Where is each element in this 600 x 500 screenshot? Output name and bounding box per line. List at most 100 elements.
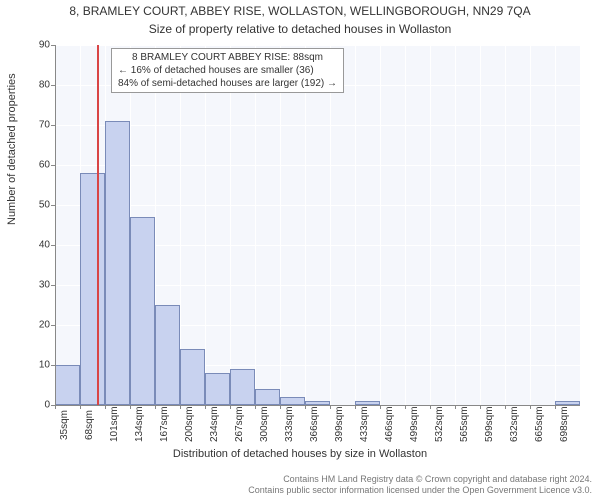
x-tick-mark — [80, 405, 81, 409]
y-tick-mark — [51, 45, 55, 46]
gridline-h — [55, 165, 580, 166]
footer-attribution: Contains HM Land Registry data © Crown c… — [0, 474, 592, 496]
x-tick-label: 532sqm — [434, 410, 445, 442]
gridline-v — [505, 45, 506, 405]
gridline-v — [555, 45, 556, 405]
x-tick-label: 101sqm — [109, 410, 120, 442]
y-tick-label: 20 — [20, 320, 50, 331]
annotation-line: ← 16% of detached houses are smaller (36… — [118, 64, 337, 77]
y-tick-label: 40 — [20, 240, 50, 251]
gridline-h — [55, 125, 580, 126]
chart-title-sub: Size of property relative to detached ho… — [0, 22, 600, 36]
gridline-v — [255, 45, 256, 405]
x-tick-mark — [330, 405, 331, 409]
y-tick-mark — [51, 365, 55, 366]
x-tick-label: 68sqm — [84, 410, 95, 442]
chart-title-main: 8, BRAMLEY COURT, ABBEY RISE, WOLLASTON,… — [0, 4, 600, 18]
x-tick-mark — [255, 405, 256, 409]
gridline-v — [230, 45, 231, 405]
gridline-h — [55, 45, 580, 46]
histogram-bar — [205, 373, 230, 405]
gridline-v — [205, 45, 206, 405]
annotation-line: 8 BRAMLEY COURT ABBEY RISE: 88sqm — [118, 51, 337, 64]
x-tick-mark — [380, 405, 381, 409]
y-tick-label: 30 — [20, 280, 50, 291]
x-tick-label: 134sqm — [134, 410, 145, 442]
y-tick-label: 90 — [20, 40, 50, 51]
x-tick-label: 300sqm — [259, 410, 270, 442]
x-tick-mark — [530, 405, 531, 409]
gridline-h — [55, 205, 580, 206]
y-tick-label: 10 — [20, 360, 50, 371]
gridline-v — [430, 45, 431, 405]
histogram-bar — [255, 389, 280, 405]
x-tick-label: 665sqm — [534, 410, 545, 442]
footer-line-2: Contains public sector information licen… — [0, 485, 592, 496]
property-marker-line — [97, 45, 99, 405]
x-tick-mark — [555, 405, 556, 409]
x-tick-label: 499sqm — [409, 410, 420, 442]
x-tick-label: 333sqm — [284, 410, 295, 442]
gridline-v — [330, 45, 331, 405]
chart-container: 8, BRAMLEY COURT, ABBEY RISE, WOLLASTON,… — [0, 0, 600, 500]
x-tick-mark — [180, 405, 181, 409]
gridline-v — [480, 45, 481, 405]
x-tick-mark — [430, 405, 431, 409]
x-tick-mark — [305, 405, 306, 409]
x-tick-label: 234sqm — [209, 410, 220, 442]
x-tick-mark — [130, 405, 131, 409]
x-tick-mark — [155, 405, 156, 409]
x-tick-label: 565sqm — [459, 410, 470, 442]
y-tick-label: 80 — [20, 80, 50, 91]
histogram-bar — [105, 121, 130, 405]
annotation-box: 8 BRAMLEY COURT ABBEY RISE: 88sqm← 16% o… — [111, 48, 344, 93]
annotation-line: 84% of semi-detached houses are larger (… — [118, 77, 337, 90]
footer-line-1: Contains HM Land Registry data © Crown c… — [0, 474, 592, 485]
x-tick-label: 366sqm — [309, 410, 320, 442]
y-tick-mark — [51, 85, 55, 86]
y-tick-label: 0 — [20, 400, 50, 411]
x-tick-mark — [455, 405, 456, 409]
x-tick-mark — [105, 405, 106, 409]
y-tick-mark — [51, 325, 55, 326]
x-tick-mark — [55, 405, 56, 409]
histogram-bar — [230, 369, 255, 405]
y-tick-mark — [51, 125, 55, 126]
x-tick-label: 599sqm — [484, 410, 495, 442]
y-tick-mark — [51, 245, 55, 246]
x-tick-mark — [230, 405, 231, 409]
y-tick-mark — [51, 205, 55, 206]
y-tick-label: 50 — [20, 200, 50, 211]
x-tick-label: 267sqm — [234, 410, 245, 442]
histogram-bar — [130, 217, 155, 405]
plot-area: 8 BRAMLEY COURT ABBEY RISE: 88sqm← 16% o… — [55, 45, 580, 405]
y-axis-label: Number of detached properties — [6, 73, 18, 225]
x-axis-label: Distribution of detached houses by size … — [0, 448, 600, 460]
y-axis-line — [55, 45, 56, 405]
x-tick-label: 433sqm — [359, 410, 370, 442]
x-tick-mark — [355, 405, 356, 409]
x-tick-mark — [280, 405, 281, 409]
x-tick-label: 167sqm — [159, 410, 170, 442]
histogram-bar — [180, 349, 205, 405]
gridline-v — [355, 45, 356, 405]
gridline-v — [305, 45, 306, 405]
gridline-v — [530, 45, 531, 405]
x-tick-label: 698sqm — [559, 410, 570, 442]
x-tick-mark — [505, 405, 506, 409]
x-tick-label: 466sqm — [384, 410, 395, 442]
gridline-v — [280, 45, 281, 405]
histogram-bar — [155, 305, 180, 405]
gridline-v — [455, 45, 456, 405]
x-tick-mark — [205, 405, 206, 409]
y-tick-label: 60 — [20, 160, 50, 171]
y-tick-mark — [51, 285, 55, 286]
y-tick-mark — [51, 165, 55, 166]
x-tick-label: 200sqm — [184, 410, 195, 442]
histogram-bar — [280, 397, 305, 405]
gridline-v — [405, 45, 406, 405]
gridline-v — [380, 45, 381, 405]
histogram-bar — [55, 365, 80, 405]
x-tick-label: 399sqm — [334, 410, 345, 442]
x-tick-label: 35sqm — [59, 410, 70, 442]
